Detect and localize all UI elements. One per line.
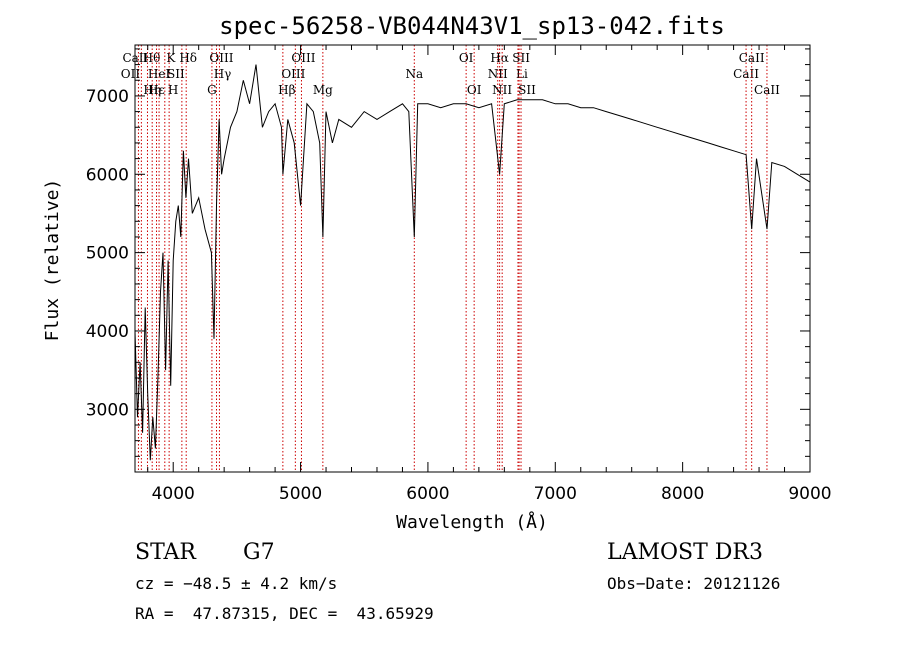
x-tick-label: 6000 xyxy=(406,484,449,504)
line-marker-label-23: Li xyxy=(516,67,528,81)
line-marker-label-16: Mg xyxy=(313,83,333,97)
line-marker-label-26: CaII xyxy=(733,67,759,81)
line-marker-label-3: H xyxy=(168,83,178,97)
line-marker-label-28: CaII xyxy=(754,83,780,97)
subclass: G7 xyxy=(243,540,275,565)
x-axis-label: Wavelength (Å) xyxy=(396,511,548,533)
x-tick-label: 4000 xyxy=(152,484,195,504)
y-tick-label: 4000 xyxy=(86,322,129,342)
line-marker-label-5: Hε xyxy=(148,83,165,97)
line-marker-label-22: NII xyxy=(492,83,512,97)
x-tick-label: 7000 xyxy=(534,484,577,504)
coordinates: RA = 47.87315, DEC = 43.65929 xyxy=(135,604,434,623)
spectrum-series xyxy=(134,64,811,461)
chart-title: spec-56258-VB044N43V1_sp13-042.fits xyxy=(219,12,725,40)
redshift-cz: cz = −48.5 ± 4.2 km/s xyxy=(135,574,338,593)
line-marker-label-20: NII xyxy=(488,67,508,81)
line-marker-label-1: Hθ xyxy=(143,51,161,65)
line-marker-label-8: SII xyxy=(167,67,185,81)
y-tick-label: 6000 xyxy=(86,165,129,185)
line-marker-label-19: OI xyxy=(467,83,482,97)
x-tick-label: 5000 xyxy=(279,484,322,504)
plot-frame xyxy=(134,44,811,473)
axes: 4000 5000 6000 7000 8000 9000 3000 4000 5000 6000… xyxy=(86,44,832,504)
y-axis-label: Flux (relative) xyxy=(42,179,63,342)
line-marker-label-27: CaII xyxy=(739,51,765,65)
y-tick-label: 3000 xyxy=(86,400,129,420)
line-marker-label-10: G xyxy=(207,83,217,97)
line-marker-label-13: Hβ xyxy=(278,83,295,97)
line-marker-label-4: OII xyxy=(121,67,141,81)
line-marker-label-6: HeI xyxy=(148,67,171,81)
x-tick-label: 8000 xyxy=(661,484,704,504)
line-marker-label-15: OIII xyxy=(291,51,315,65)
x-tick-label: 9000 xyxy=(788,484,831,504)
line-marker-label-12: OIII xyxy=(209,51,233,65)
survey-name: LAMOST DR3 xyxy=(607,540,763,565)
line-marker-label-14: OIII xyxy=(281,67,305,81)
line-marker-label-18: OI xyxy=(459,51,474,65)
object-class: STAR xyxy=(135,540,196,565)
spectrum-line-0 xyxy=(134,64,811,461)
line-marker-label-21: Hα xyxy=(490,51,509,65)
spectral-line-markers: CaII Hθ K H OII Hε HeI Hη SII Hδ G Hγ OIII Hβ OIII OIII… xyxy=(121,45,780,472)
line-marker-label-25: SII xyxy=(518,83,536,97)
observation-date: Obs−Date: 20121126 xyxy=(607,574,781,593)
y-tick-label: 7000 xyxy=(86,87,129,107)
line-marker-label-9: Hδ xyxy=(179,51,197,65)
line-marker-label-2: K xyxy=(166,51,176,65)
line-marker-label-17: Na xyxy=(405,67,423,81)
line-marker-label-7: Hη xyxy=(143,83,161,97)
y-tick-label: 5000 xyxy=(86,244,129,264)
line-marker-label-11: Hγ xyxy=(214,67,232,81)
line-marker-label-24: SII xyxy=(512,51,530,65)
